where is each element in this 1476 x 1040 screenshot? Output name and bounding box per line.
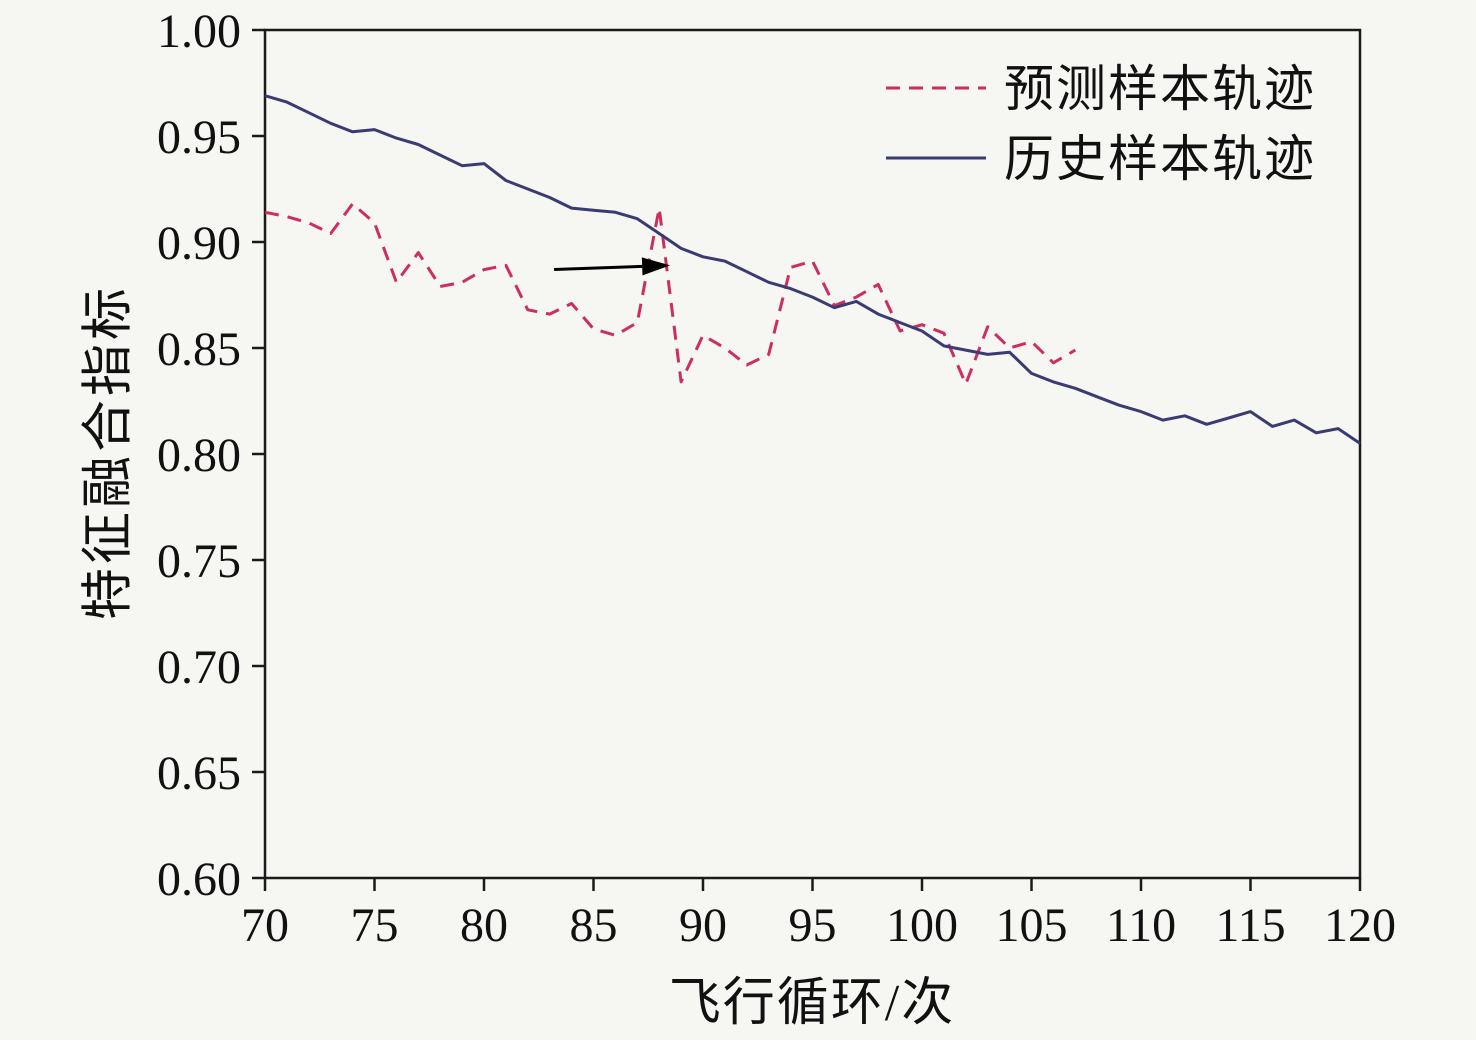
x-axis-title: 飞行循环/次 xyxy=(668,975,956,1032)
x-tick-label: 100 xyxy=(886,899,958,952)
annotation-arrow-head xyxy=(641,257,671,276)
y-tick-label: 0.75 xyxy=(157,535,241,588)
x-tick-label: 80 xyxy=(460,899,508,952)
legend-label-historical: 历史样本轨迹 xyxy=(1004,131,1316,187)
y-tick-label: 0.90 xyxy=(157,217,241,270)
x-tick-label: 105 xyxy=(996,899,1068,952)
x-tick-label: 70 xyxy=(241,899,289,952)
x-tick-label: 120 xyxy=(1324,899,1396,952)
y-tick-label: 0.95 xyxy=(157,111,241,164)
series-line-predicted xyxy=(264,202,1077,386)
y-tick-label: 0.65 xyxy=(157,747,241,800)
x-tick-label: 85 xyxy=(570,899,618,952)
x-tick-label: 115 xyxy=(1215,899,1285,952)
x-tick-label: 95 xyxy=(789,899,837,952)
series-line-historical xyxy=(264,94,1361,445)
x-tick-label: 90 xyxy=(679,899,727,952)
x-tick-label: 75 xyxy=(351,899,399,952)
y-tick-label: 1.00 xyxy=(157,5,241,58)
legend-label-predicted: 预测样本轨迹 xyxy=(1004,61,1316,117)
y-tick-label: 0.85 xyxy=(157,323,241,376)
y-axis-title: 特征融合指标 xyxy=(80,283,138,621)
y-tick-label: 0.60 xyxy=(157,853,241,906)
x-tick-label: 110 xyxy=(1106,899,1176,952)
y-tick-label: 0.70 xyxy=(157,641,241,694)
annotation-arrow-line xyxy=(554,264,643,272)
y-tick-label: 0.80 xyxy=(157,429,241,482)
